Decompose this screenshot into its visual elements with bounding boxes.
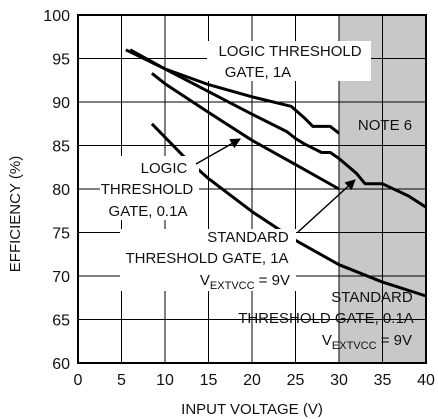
annotation-logic-1a-line1: LOGIC THRESHOLD xyxy=(218,43,361,60)
x-tick-label: 10 xyxy=(156,372,174,389)
annotation-standard-1a-line3: VEXTVCC = 9V xyxy=(200,272,290,292)
x-tick-label: 0 xyxy=(74,372,83,389)
plot-frame xyxy=(77,14,427,364)
y-tick-label: 60 xyxy=(52,356,70,373)
annotation-standard-1a-line1: STANDARD xyxy=(207,229,289,246)
annotation-logic-0-1a: LOGIC THRESHOLD GATE, 0.1A xyxy=(100,156,199,220)
annotation-standard-0-1a-line2: THRESHOLD GATE, 0.1A xyxy=(238,310,414,327)
y-tick-label: 70 xyxy=(52,269,70,286)
x-tick-label: 40 xyxy=(417,372,435,389)
y-axis-label: EFFICIENCY (%) xyxy=(7,156,24,272)
y-tick-label: 95 xyxy=(52,52,70,69)
x-tick-label: 35 xyxy=(374,372,392,389)
y-tick-label: 100 xyxy=(43,8,70,25)
y-tick-labels: 60 65 70 75 80 85 90 95 100 xyxy=(43,8,70,373)
annotation-standard-1a: STANDARD THRESHOLD GATE, 1A VEXTVCC = 9V xyxy=(120,229,296,292)
y-tick-label: 80 xyxy=(52,182,70,199)
y-tick-label: 75 xyxy=(52,226,70,243)
x-tick-label: 5 xyxy=(117,372,126,389)
x-tick-label: 25 xyxy=(287,372,305,389)
annotation-standard-0-1a-line1: STANDARD xyxy=(331,289,413,306)
annotation-logic-1a-line2: GATE, 1A xyxy=(225,64,291,81)
x-tick-label: 20 xyxy=(243,372,261,389)
annotation-logic-0-1a-line3: GATE, 0.1A xyxy=(109,203,188,220)
y-tick-label: 65 xyxy=(52,313,70,330)
annotation-logic-0-1a-line2: THRESHOLD xyxy=(101,181,194,198)
y-tick-label: 85 xyxy=(52,139,70,156)
annotation-standard-0-1a-line3: VEXTVCC = 9V xyxy=(322,332,412,352)
x-tick-label: 30 xyxy=(330,372,348,389)
x-axis-label: INPUT VOLTAGE (V) xyxy=(181,401,323,418)
series-line-3 xyxy=(129,48,427,209)
arrow-standard-1a xyxy=(297,179,356,233)
series-line-1 xyxy=(125,48,340,135)
note-6-label: NOTE 6 xyxy=(358,117,412,134)
annotation-standard-1a-line2: THRESHOLD GATE, 1A xyxy=(125,250,288,267)
series-line-2 xyxy=(150,72,340,191)
annotation-standard-0-1a: STANDARD THRESHOLD GATE, 0.1A VEXTVCC = … xyxy=(238,289,414,352)
arrow-logic-0-1a xyxy=(195,138,241,165)
x-tick-label: 15 xyxy=(200,372,218,389)
annotation-logic-0-1a-line1: LOGIC xyxy=(141,160,188,177)
annotation-logic-1a: LOGIC THRESHOLD GATE, 1A xyxy=(207,41,371,81)
y-tick-label: 90 xyxy=(52,95,70,112)
x-tick-labels: 0 5 10 15 20 25 30 35 40 xyxy=(74,372,435,389)
